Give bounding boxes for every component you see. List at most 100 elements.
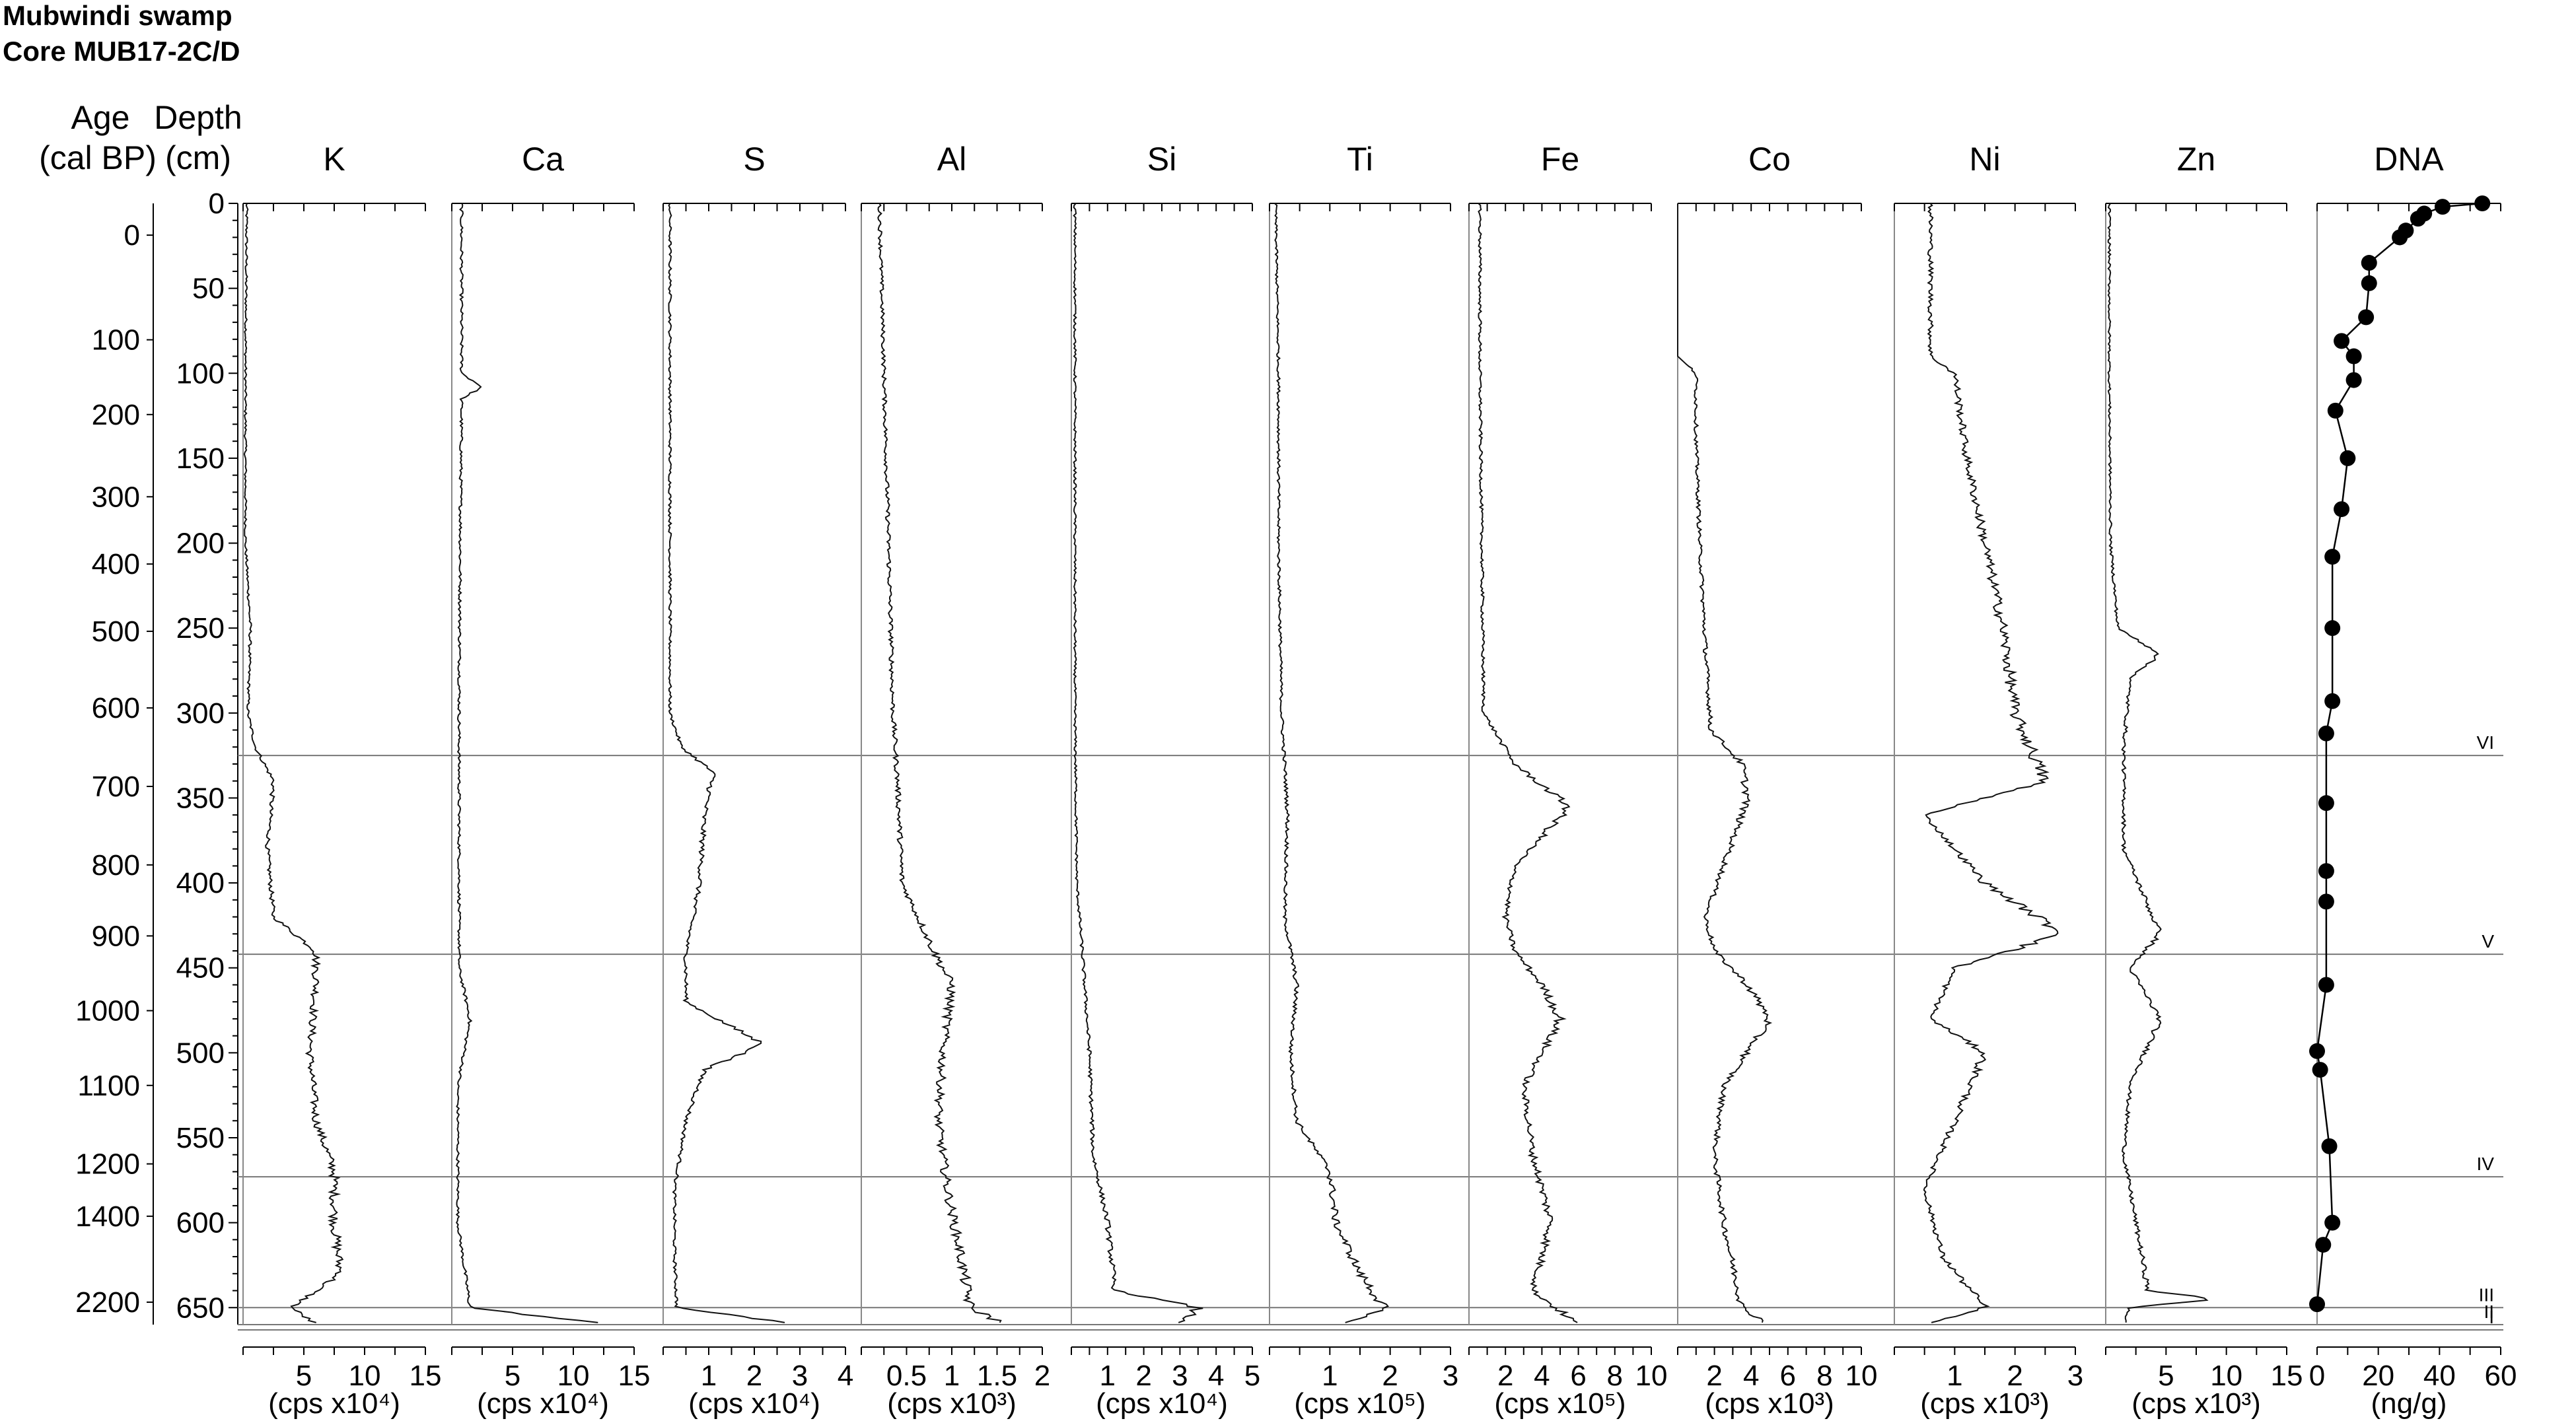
fe-series-line <box>1478 203 1578 1323</box>
age-tick-label: 2200 <box>75 1286 140 1319</box>
panel-title: K <box>323 141 345 178</box>
zone-label: II <box>2484 1302 2494 1322</box>
panel-tick-label: 4 <box>1743 1360 1759 1392</box>
depth-axis-label-line2: (cm) <box>165 139 231 176</box>
ca-series-line <box>455 203 598 1323</box>
panel-tick-label: 10 <box>349 1360 381 1392</box>
panel-tick-label: 10 <box>557 1360 590 1392</box>
dna-data-point <box>2324 620 2341 637</box>
age-axis-label-line2: (cal BP) <box>39 139 157 176</box>
panel-tick-label: 2 <box>2007 1360 2022 1392</box>
dna-data-point <box>2324 549 2341 565</box>
panel-co: Co (cps x10³)2 4 6 8 10 <box>1677 141 1878 1420</box>
panel-tick-label: 3 <box>1172 1360 1188 1392</box>
panel-ni: Ni (cps x10³)1 2 3 <box>1894 141 2083 1420</box>
panel-tick-label: 60 <box>2485 1360 2517 1392</box>
depth-tick-label: 500 <box>176 1037 225 1069</box>
panel-tick-label: 4 <box>1208 1360 1224 1392</box>
panel-unit-label: (cps x10⁵) <box>1294 1387 1425 1420</box>
depth-axis: 0 50 100 150 200 250 300 350 400 450 500 550 600 650 <box>176 188 238 1325</box>
panel-unit-label: (cps x10⁴) <box>477 1387 609 1420</box>
dna-data-point <box>2358 309 2375 326</box>
age-tick-label: 900 <box>92 920 140 952</box>
panel-tick-label: 1 <box>1322 1360 1338 1392</box>
panel-al: Al (cps x10³)0.5 1 1.5 2 <box>861 141 1050 1420</box>
age-tick-label: 1100 <box>77 1070 140 1102</box>
panel-tick-label: 2 <box>1382 1360 1398 1392</box>
dna-data-point <box>2334 501 2350 518</box>
panel-tick-label: 10 <box>1845 1360 1878 1392</box>
age-tick-label: 700 <box>92 771 140 803</box>
age-tick-label: 400 <box>92 548 140 580</box>
dna-data-point <box>2340 450 2356 466</box>
zone-label: VI <box>2477 732 2494 753</box>
al-series-line <box>877 203 1002 1323</box>
panel-tick-label: 4 <box>838 1360 853 1392</box>
panel-unit-label: (cps x10³) <box>887 1387 1017 1420</box>
zn-series-line <box>2107 203 2209 1323</box>
age-tick-label: 200 <box>92 399 140 431</box>
zone-label: V <box>2482 931 2494 952</box>
panel-tick-label: 2 <box>746 1360 762 1392</box>
panel-tick-label: 3 <box>1443 1360 1458 1392</box>
depth-tick-label: 350 <box>176 782 225 814</box>
co-series-line <box>1677 203 1773 1323</box>
panel-title: Fe <box>1541 141 1579 178</box>
panel-tick-label: 2 <box>1706 1360 1722 1392</box>
age-tick-label: 1200 <box>75 1148 140 1181</box>
panel-unit-label: (cps x10⁴) <box>268 1387 400 1420</box>
depth-tick-label: 100 <box>176 357 225 390</box>
panel-tick-label: 6 <box>1780 1360 1796 1392</box>
panel-tick-label: 5 <box>1244 1360 1260 1392</box>
dna-data-point <box>2318 795 2334 812</box>
dna-data-point <box>2315 1237 2332 1253</box>
panel-unit-label: (cps x10⁴) <box>1096 1387 1228 1420</box>
panel-title: Al <box>937 141 966 178</box>
panel-dna: DNA (ng/g) 0 20 40 60 <box>2309 141 2517 1420</box>
dna-data-point <box>2334 333 2350 349</box>
dna-data-point <box>2345 348 2362 364</box>
panel-tick-label: 5 <box>296 1360 312 1392</box>
zone-label: III <box>2479 1284 2494 1305</box>
panel-tick-label: 40 <box>2423 1360 2456 1392</box>
dna-data-point <box>2410 211 2426 227</box>
age-tick-label: 300 <box>92 481 140 513</box>
age-tick-label: 0 <box>124 219 140 252</box>
panel-tick-label: 0.5 <box>886 1360 927 1392</box>
panel-tick-label: 1 <box>1947 1360 1962 1392</box>
panel-title: Ti <box>1347 141 1373 178</box>
panel-unit-label: (cps x10³) <box>1920 1387 2050 1420</box>
age-tick-label: 800 <box>92 849 140 882</box>
panel-fe: Fe (cps x10⁵)2 4 6 8 10 <box>1468 141 1667 1420</box>
depth-tick-label: 200 <box>176 528 225 560</box>
age-axis: 0 100 200 300 400 500 600 700 800 900 1000 1100 1200… <box>75 203 154 1325</box>
panel-tick-label: 0 <box>2309 1360 2325 1392</box>
age-tick-label: 500 <box>92 615 140 648</box>
depth-tick-label: 0 <box>209 188 225 220</box>
panel-tick-label: 1 <box>701 1360 717 1392</box>
age-tick-label: 1400 <box>75 1200 140 1233</box>
panel-tick-label: 1 <box>1100 1360 1116 1392</box>
panel-tick-label: 15 <box>410 1360 442 1392</box>
panel-title: S <box>743 141 765 178</box>
panel-unit-label: (ng/g) <box>2371 1387 2447 1420</box>
panel-k: K (cps x10⁴)5 10 15 <box>242 141 442 1420</box>
depth-tick-label: 450 <box>176 952 225 985</box>
depth-tick-label: 400 <box>176 867 225 899</box>
dna-data-point <box>2392 229 2408 246</box>
panel-unit-label: (cps x10⁴) <box>688 1387 820 1420</box>
panel-tick-label: 10 <box>2210 1360 2242 1392</box>
panel-tick-label: 2 <box>1497 1360 1513 1392</box>
depth-tick-label: 50 <box>192 273 225 305</box>
panel-tick-label: 1 <box>944 1360 960 1392</box>
panel-title: DNA <box>2374 141 2444 178</box>
panel-tick-label: 6 <box>1570 1360 1586 1392</box>
panel-tick-label: 5 <box>505 1360 520 1392</box>
site-title: Mubwindi swamp <box>3 0 233 31</box>
panel-si: Si (cps x10⁴)1 2 3 4 5 <box>1071 141 1260 1420</box>
panel-tick-label: 3 <box>2067 1360 2083 1392</box>
dna-data-point <box>2312 1062 2328 1078</box>
